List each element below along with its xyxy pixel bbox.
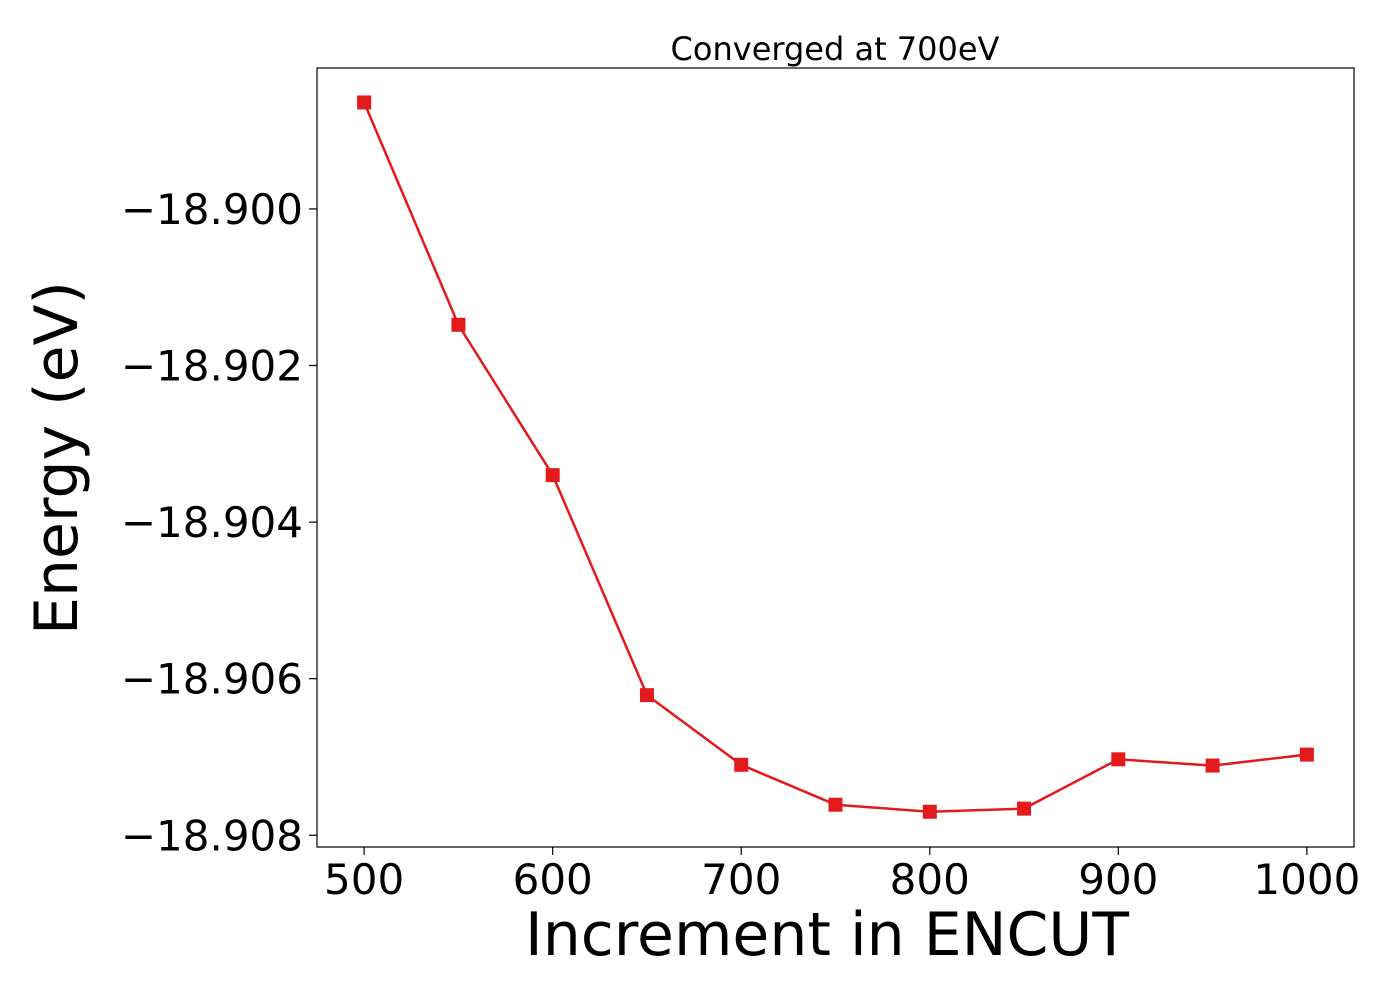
x-tick-label: 1000 — [1253, 855, 1360, 904]
data-point — [734, 757, 749, 772]
data-point — [1205, 758, 1220, 773]
y-tick-label: −18.908 — [121, 811, 303, 860]
x-tick-label: 900 — [1078, 855, 1158, 904]
y-tick-label: −18.904 — [121, 498, 303, 547]
data-point — [545, 468, 560, 483]
x-tick-label: 500 — [324, 855, 404, 904]
series-layer — [357, 95, 1314, 819]
data-point — [1111, 752, 1126, 767]
data-point — [451, 317, 466, 332]
y-tick-label: −18.900 — [121, 185, 303, 234]
x-tick-label: 700 — [701, 855, 781, 904]
x-tick-label: 800 — [890, 855, 970, 904]
data-point — [922, 804, 937, 819]
data-point — [639, 688, 654, 703]
y-axis: −18.900 −18.902 −18.904 −18.906 −18.908 — [121, 185, 317, 860]
x-axis-label: Increment in ENCUT — [525, 900, 1129, 970]
x-axis: 500 600 700 800 900 1000 — [324, 847, 1360, 904]
chart-title: Converged at 700eV — [671, 30, 1000, 68]
data-point — [1299, 747, 1314, 762]
data-point — [357, 95, 372, 110]
data-point — [1017, 801, 1032, 816]
y-tick-label: −18.902 — [121, 342, 303, 391]
y-tick-label: −18.906 — [121, 655, 303, 704]
plot-area — [316, 67, 1355, 848]
data-point — [828, 797, 843, 812]
y-axis-label: Energy (eV) — [22, 281, 92, 635]
x-tick-label: 600 — [513, 855, 593, 904]
